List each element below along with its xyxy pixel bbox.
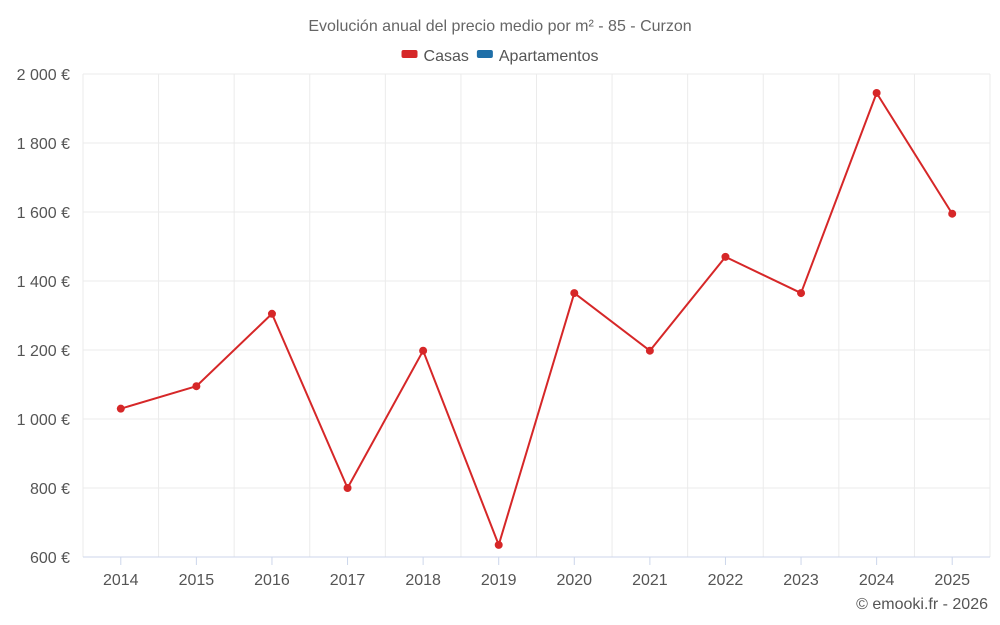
y-tick-label: 600 € <box>30 550 70 567</box>
x-tick-label: 2019 <box>481 572 517 589</box>
x-tick-label: 2017 <box>330 572 366 589</box>
y-tick-label: 1 400 € <box>17 274 70 291</box>
x-tick-label: 2016 <box>254 572 290 589</box>
y-tick-label: 1 000 € <box>17 412 70 429</box>
data-point <box>192 382 201 391</box>
legend-label-casas: Casas <box>424 48 469 65</box>
x-tick-label: 2023 <box>783 572 819 589</box>
y-tick-label: 2 000 € <box>17 67 70 84</box>
data-point <box>797 289 806 298</box>
y-axis: 600 € 800 € 1 000 € 1 200 € 1 400 € 1 600 € 1 … <box>17 67 70 567</box>
y-tick-label: 1 600 € <box>17 205 70 222</box>
data-point <box>645 346 654 355</box>
data-point <box>343 484 352 492</box>
x-tick-label: 2018 <box>405 572 441 589</box>
data-point <box>948 209 957 218</box>
legend-swatch-apartamentos <box>476 50 493 58</box>
y-tick-label: 1 200 € <box>17 343 70 360</box>
legend-label-apartamentos: Apartamentos <box>499 48 599 65</box>
data-point <box>267 309 276 318</box>
x-tick-label: 2020 <box>556 572 592 589</box>
chart-title: Evolución anual del precio medio por m² … <box>308 18 691 35</box>
x-tick-label: 2024 <box>859 572 895 589</box>
legend-swatch-casas <box>401 50 418 58</box>
y-tick-label: 800 € <box>30 481 70 498</box>
data-point <box>570 289 579 298</box>
series-line-casas <box>120 91 954 546</box>
data-point <box>872 88 881 97</box>
series-layer <box>116 88 957 549</box>
x-axis: 2014 2015 2016 2017 2018 2019 2020 2021 2022 2023… <box>83 556 990 589</box>
x-tick-label: 2025 <box>934 572 970 589</box>
y-tick-label: 1 800 € <box>17 136 70 153</box>
credit-text: © emooki.fr - 2026 <box>856 596 988 613</box>
x-tick-label: 2015 <box>179 572 215 589</box>
x-tick-label: 2014 <box>103 572 139 589</box>
grid <box>82 73 991 558</box>
data-point <box>419 346 428 355</box>
x-tick-label: 2022 <box>708 572 744 589</box>
data-point <box>116 404 125 413</box>
data-point <box>494 540 503 549</box>
legend: Casas Apartamentos <box>401 48 599 65</box>
data-point <box>721 252 730 261</box>
x-tick-label: 2021 <box>632 572 668 589</box>
